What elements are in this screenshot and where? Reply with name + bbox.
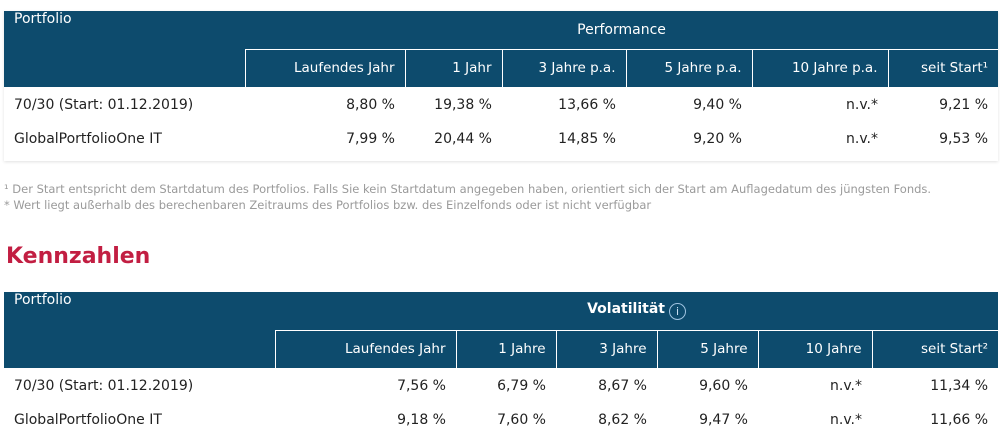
cell-value: n.v.* bbox=[830, 378, 862, 394]
performance-table: Portfolio Performance Laufendes Jahr 1 J… bbox=[4, 11, 999, 155]
table-row: 70/30 (Start: 01.12.2019) 7,56 % 6,79 % … bbox=[4, 368, 998, 404]
perf-col-10-jahre[interactable]: 10 Jahre p.a. bbox=[751, 48, 888, 87]
cell-value: 6,79 % bbox=[497, 378, 546, 394]
vol-col-1-jahre[interactable]: 1 Jahre bbox=[455, 329, 556, 368]
cell-value: n.v.* bbox=[830, 412, 862, 428]
cell-value: 8,80 % bbox=[346, 97, 395, 113]
table-row: GlobalPortfolioOne IT 9,18 % 7,60 % 8,62… bbox=[4, 404, 998, 436]
cell-value: 7,56 % bbox=[397, 378, 446, 394]
cell-value: 9,18 % bbox=[397, 412, 446, 428]
volatility-table: Portfolio Volatilität i Laufendes Jahr 1 … bbox=[4, 292, 999, 436]
cell-value: 9,20 % bbox=[693, 131, 742, 147]
cell-value: 11,34 % bbox=[930, 378, 989, 394]
cell-value: 9,53 % bbox=[939, 131, 989, 147]
table-row: GlobalPortfolioOne IT 7,99 % 20,44 % 14,… bbox=[4, 123, 998, 155]
volatility-portfolio-header: Portfolio bbox=[4, 292, 275, 368]
cell-value: 9,60 % bbox=[699, 378, 748, 394]
footnote-nv: * Wert liegt außerhalb des berechenbaren… bbox=[4, 198, 652, 212]
cell-value: 9,40 % bbox=[693, 97, 742, 113]
footnotes: ¹ Der Start entspricht dem Startdatum de… bbox=[4, 181, 931, 213]
cell-value: 7,60 % bbox=[497, 412, 546, 428]
cell-value: 11,66 % bbox=[930, 412, 989, 428]
cell-value: 7,99 % bbox=[346, 131, 395, 147]
cell-value: 8,67 % bbox=[598, 378, 647, 394]
cell-value: 13,66 % bbox=[558, 97, 616, 113]
cell-value: 9,47 % bbox=[699, 412, 748, 428]
vol-col-3-jahre[interactable]: 3 Jahre bbox=[555, 329, 657, 368]
info-icon[interactable]: i bbox=[668, 303, 686, 321]
cell-value: 14,85 % bbox=[558, 131, 616, 147]
perf-col-3-jahre[interactable]: 3 Jahre p.a. bbox=[501, 48, 626, 87]
vol-col-5-jahre[interactable]: 5 Jahre bbox=[656, 329, 758, 368]
vol-col-seit-start[interactable]: seit Start² bbox=[871, 329, 999, 368]
perf-col-laufendes-jahr[interactable]: Laufendes Jahr bbox=[244, 48, 405, 87]
performance-group-header: Performance bbox=[245, 11, 999, 49]
performance-portfolio-header: Portfolio bbox=[4, 11, 245, 87]
section-title: Kennzahlen bbox=[6, 244, 151, 269]
footnote-start: ¹ Der Start entspricht dem Startdatum de… bbox=[4, 182, 932, 196]
portfolio-name: 70/30 (Start: 01.12.2019) bbox=[14, 378, 194, 394]
cell-value: n.v.* bbox=[846, 131, 878, 147]
cell-value: n.v.* bbox=[846, 97, 878, 113]
cell-value: 20,44 % bbox=[434, 131, 492, 147]
table-row: 70/30 (Start: 01.12.2019) 8,80 % 19,38 %… bbox=[4, 87, 998, 123]
perf-col-5-jahre[interactable]: 5 Jahre p.a. bbox=[625, 48, 752, 87]
volatility-label: Volatilität bbox=[587, 301, 665, 318]
portfolio-name: 70/30 (Start: 01.12.2019) bbox=[14, 97, 194, 113]
cell-value: 8,62 % bbox=[598, 412, 647, 428]
portfolio-name: GlobalPortfolioOne IT bbox=[14, 131, 162, 147]
perf-col-seit-start[interactable]: seit Start¹ bbox=[887, 48, 999, 87]
cell-value: 19,38 % bbox=[434, 97, 492, 113]
volatility-group-header: Volatilität i bbox=[275, 292, 999, 330]
portfolio-name: GlobalPortfolioOne IT bbox=[14, 412, 162, 428]
cell-value: 9,21 % bbox=[939, 97, 989, 113]
perf-col-1-jahr[interactable]: 1 Jahr bbox=[404, 48, 502, 87]
vol-col-laufendes-jahr[interactable]: Laufendes Jahr bbox=[274, 329, 456, 368]
vol-col-10-jahre[interactable]: 10 Jahre bbox=[757, 329, 872, 368]
